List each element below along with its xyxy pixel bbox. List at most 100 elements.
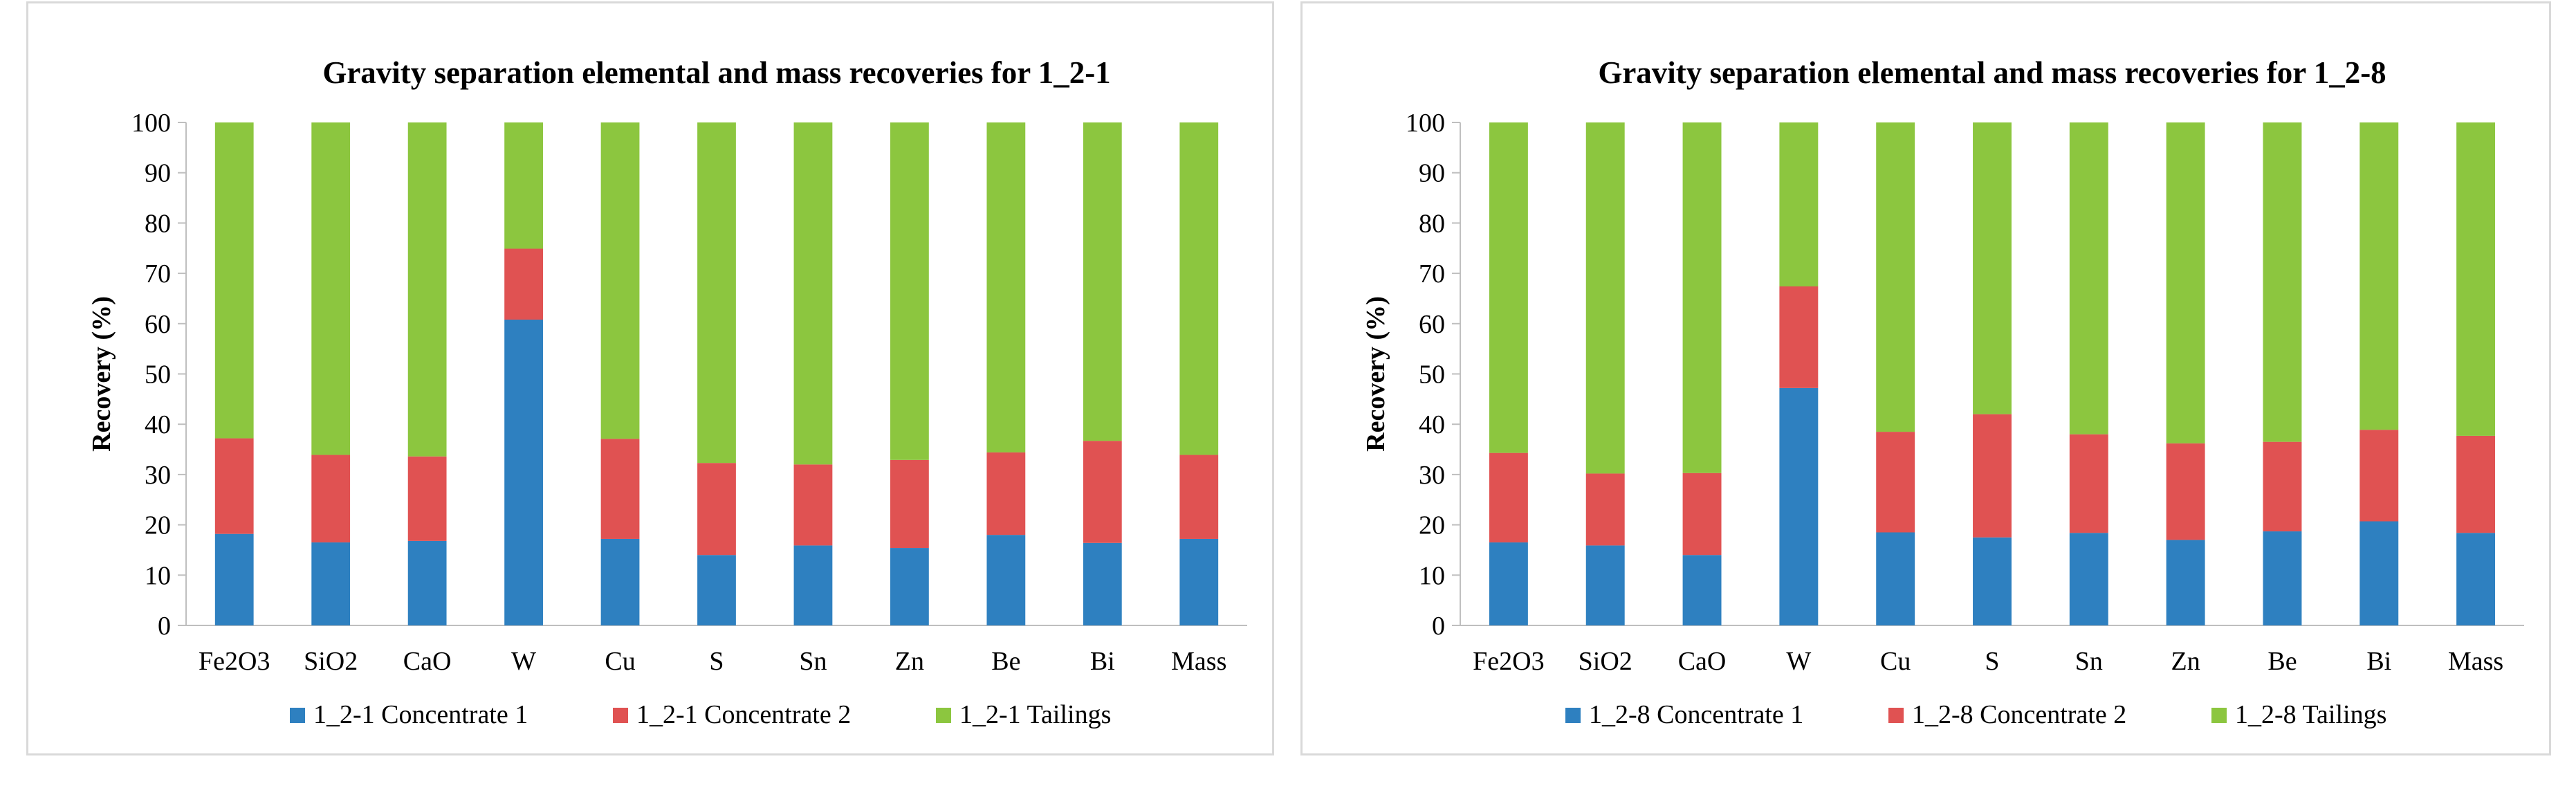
chart-2-x-tick-label: Zn (2171, 647, 2200, 676)
chart-1-x-tick-label: Sn (799, 647, 827, 676)
chart-2-legend-label-1: 1_2-8 Concentrate 1 (1589, 700, 1803, 729)
chart-1-bar-s-series-3 (697, 122, 736, 464)
chart-2-x-tick-label: Sn (2075, 647, 2103, 676)
chart-1-bar-cao-series-1 (407, 540, 447, 625)
chart-1-x-tick-label: Cu (605, 647, 635, 676)
chart-2-bar-be-series-2 (2263, 441, 2302, 532)
chart-1-bar-zn-series-3 (890, 122, 929, 460)
chart-2-bar-s-series-1 (1973, 537, 2012, 625)
chart-1-bar-cu-series-2 (600, 439, 640, 539)
chart-2-legend-label-2: 1_2-8 Concentrate 2 (1912, 700, 2126, 729)
chart-1-x-tick-label: Be (991, 647, 1020, 676)
chart-1-y-tick-label: 10 (145, 561, 171, 590)
chart-2-bar-s-series-3 (1973, 122, 2012, 414)
chart-2-bar-mass-series-3 (2456, 122, 2496, 436)
chart-1-legend-label-3: 1_2-1 Tailings (959, 700, 1111, 729)
chart-2-title: Gravity separation elemental and mass re… (1598, 55, 2386, 90)
chart-2-x-tick-label: Fe2O3 (1473, 647, 1544, 676)
chart-2-x-tick-label: Cu (1880, 647, 1911, 676)
chart-2-bar-bi-series-3 (2359, 122, 2399, 430)
chart-panel-2: Gravity separation elemental and mass re… (1300, 1, 2551, 755)
chart-2-bar-zn-series-3 (2166, 122, 2205, 443)
chart-1-bar-sio2-series-3 (311, 122, 351, 455)
chart-2-bar-cu-series-1 (1876, 532, 1915, 625)
chart-1-bar-sio2-series-1 (311, 542, 351, 625)
chart-1-bar-s-series-2 (697, 463, 736, 556)
chart-2-x-tick-label: SiO2 (1579, 647, 1632, 676)
chart-1-bar-w-series-3 (504, 122, 543, 249)
chart-1-bar-be-series-3 (986, 122, 1026, 452)
chart-2-y-tick-label: 10 (1419, 561, 1445, 590)
chart-1-bar-w-series-2 (504, 248, 543, 320)
chart-1-y-tick-label: 50 (145, 360, 171, 390)
chart-1-legend-swatch-3 (936, 708, 951, 723)
chart-2-bar-be-series-1 (2263, 531, 2302, 625)
chart-1-y-tick-label: 60 (145, 310, 171, 339)
chart-1-y-tick-label: 20 (145, 511, 171, 540)
chart-1-bar-mass-series-3 (1179, 122, 1219, 455)
chart-2-y-tick-label: 30 (1419, 461, 1445, 490)
chart-2-bar-bi-series-2 (2359, 430, 2399, 522)
chart-1-bar-sn-series-2 (793, 464, 833, 546)
chart-1-legend-swatch-1 (290, 708, 305, 723)
chart-1-y-tick-label: 100 (131, 109, 171, 138)
chart-2-x-tick-label: Be (2267, 647, 2297, 676)
chart-2-legend-swatch-2 (1888, 708, 1904, 723)
chart-2-bar-sio2-series-3 (1585, 122, 1625, 474)
chart-2-bar-mass-series-1 (2456, 533, 2496, 625)
chart-1-bar-zn-series-2 (890, 459, 929, 549)
chart-1-y-tick-label: 70 (145, 259, 171, 288)
chart-2-bar-fe2o3-series-2 (1489, 452, 1528, 543)
chart-1-y-tick-label: 40 (145, 410, 171, 439)
chart-1-x-tick-label: W (511, 647, 536, 676)
chart-2-y-tick-label: 40 (1419, 410, 1445, 439)
chart-2-x-tick-label: Mass (2448, 647, 2503, 676)
chart-2-y-tick-label: 0 (1432, 612, 1445, 641)
chart-1-y-tick-label: 90 (145, 159, 171, 188)
chart-2-bar-mass-series-2 (2456, 435, 2496, 533)
chart-1-x-tick-label: Fe2O3 (199, 647, 270, 676)
chart-2-bar-sio2-series-2 (1585, 473, 1625, 546)
chart-2-bar-bi-series-1 (2359, 521, 2399, 625)
chart-1-y-tick-label: 0 (158, 612, 171, 641)
chart-1-y-tick-label: 30 (145, 461, 171, 490)
chart-1-bar-fe2o3-series-3 (214, 122, 254, 439)
chart-2-bar-fe2o3-series-3 (1489, 122, 1528, 453)
chart-2-bar-w-series-2 (1779, 286, 1819, 388)
chart-1-bar-sn-series-1 (793, 545, 833, 625)
chart-1-bar-s-series-1 (697, 555, 736, 625)
chart-2-bar-sn-series-2 (2069, 434, 2108, 533)
chart-1-y-axis-label: Recovery (%) (87, 296, 116, 452)
chart-1-bar-cao-series-2 (407, 456, 447, 541)
chart-1-bar-bi-series-1 (1083, 542, 1122, 625)
chart-1-x-tick-label: Mass (1171, 647, 1226, 676)
chart-2-y-tick-label: 20 (1419, 511, 1445, 540)
chart-2-y-tick-label: 90 (1419, 159, 1445, 188)
chart-1-legend-swatch-2 (613, 708, 628, 723)
chart-panel-1: Gravity separation elemental and mass re… (26, 1, 1274, 755)
chart-2-bar-be-series-3 (2263, 122, 2302, 442)
chart-2-bar-w-series-3 (1779, 122, 1819, 287)
chart-1-bar-be-series-2 (986, 452, 1026, 535)
chart-2-x-tick-label: W (1786, 647, 1811, 676)
chart-1-bar-fe2o3-series-1 (214, 533, 254, 625)
chart-1-bar-fe2o3-series-2 (214, 438, 254, 534)
chart-2-bar-fe2o3-series-1 (1489, 542, 1528, 625)
chart-1-x-tick-label: Zn (895, 647, 924, 676)
chart-1-x-tick-label: CaO (403, 647, 452, 676)
chart-2-bar-zn-series-2 (2166, 443, 2205, 540)
chart-1-svg: Gravity separation elemental and mass re… (87, 55, 1247, 729)
chart-2-x-tick-label: CaO (1678, 647, 1727, 676)
chart-2-bar-cao-series-3 (1682, 122, 1722, 473)
chart-1-bar-mass-series-2 (1179, 455, 1219, 539)
chart-1-title: Gravity separation elemental and mass re… (322, 55, 1110, 90)
chart-1-x-tick-label: SiO2 (304, 647, 358, 676)
chart-2-bar-cu-series-2 (1876, 432, 1915, 533)
chart-2-y-tick-label: 70 (1419, 259, 1445, 288)
chart-1-bar-bi-series-2 (1083, 441, 1122, 543)
chart-2-bar-sn-series-1 (2069, 533, 2108, 625)
chart-2-bar-sio2-series-1 (1585, 545, 1625, 625)
chart-1-bar-sn-series-3 (793, 122, 833, 465)
chart-1-bar-sio2-series-2 (311, 455, 351, 543)
chart-2-legend-label-3: 1_2-8 Tailings (2235, 700, 2386, 729)
